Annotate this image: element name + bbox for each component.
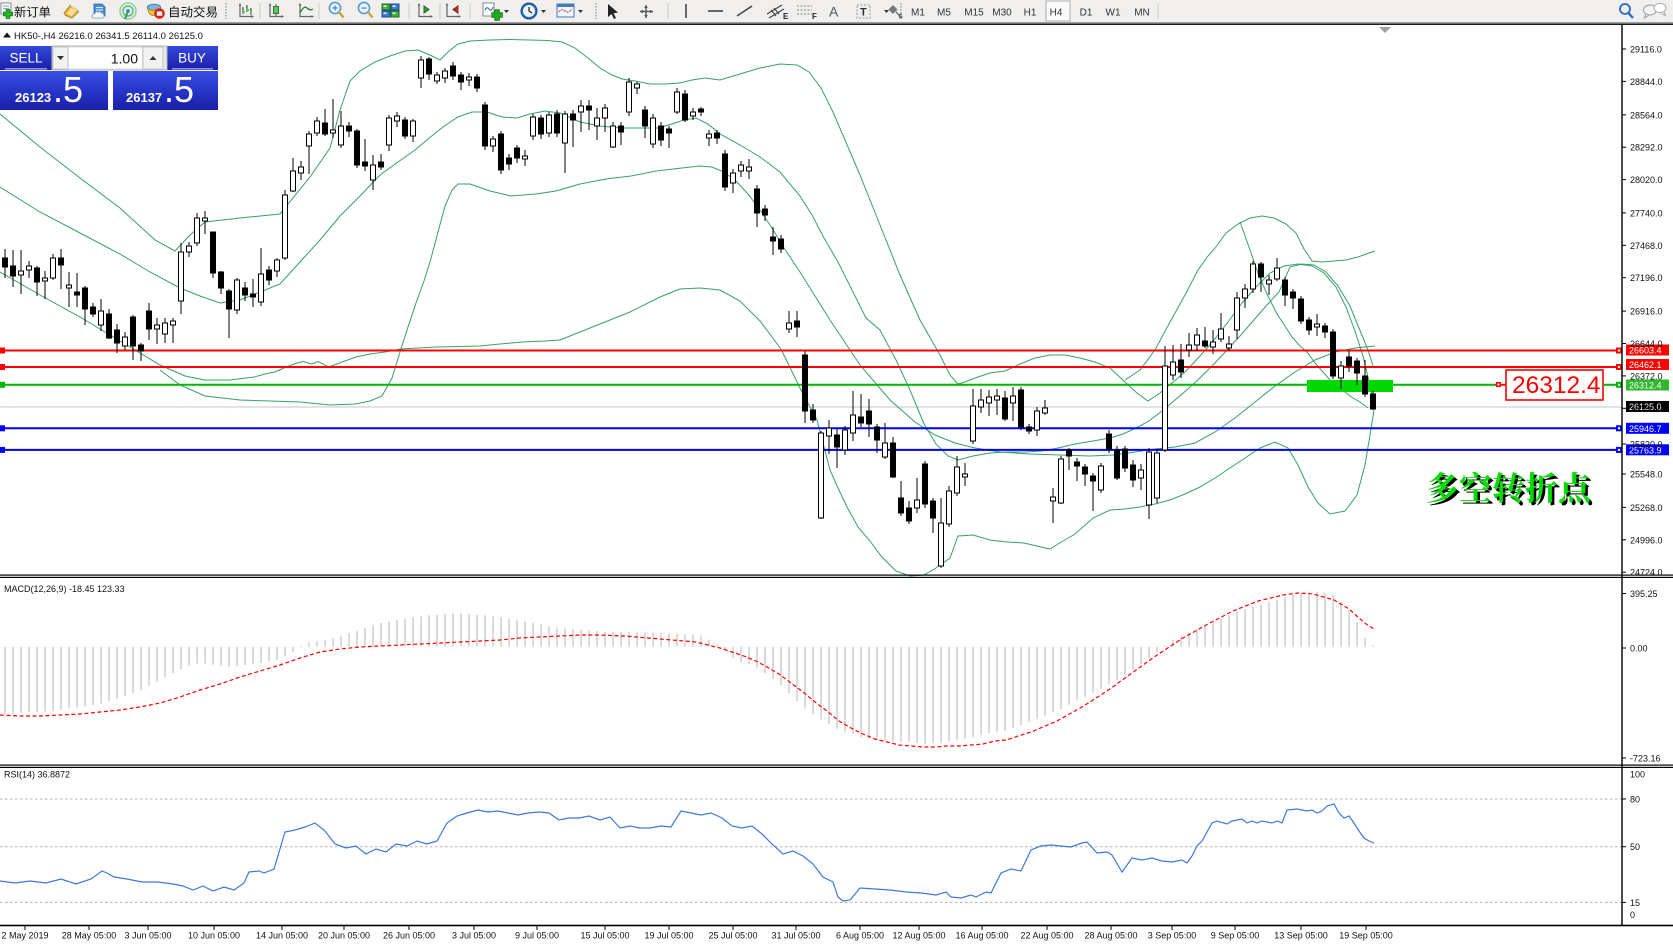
svg-text:-723.16: -723.16 [1630,754,1661,764]
svg-text:9 Jul 05:00: 9 Jul 05:00 [515,931,559,941]
svg-text:M5: M5 [937,8,951,19]
svg-text:14 Jun 05:00: 14 Jun 05:00 [256,931,308,941]
svg-text:24996.0: 24996.0 [1630,535,1663,545]
svg-text:28844.0: 28844.0 [1630,77,1663,87]
svg-text:100: 100 [1630,770,1645,780]
svg-text:6 Aug 05:00: 6 Aug 05:00 [836,931,884,941]
svg-text:M15: M15 [964,8,984,19]
svg-text:.5: .5 [164,69,194,110]
svg-text:26603.4: 26603.4 [1629,346,1662,356]
svg-text:W1: W1 [1106,8,1121,19]
svg-text:MACD(12,26,9) -18.45 123.33: MACD(12,26,9) -18.45 123.33 [4,584,125,594]
svg-text:25268.0: 25268.0 [1630,503,1663,513]
svg-text:1.00: 1.00 [111,51,138,67]
svg-text:M30: M30 [992,8,1012,19]
svg-text:25 Jul 05:00: 25 Jul 05:00 [708,931,757,941]
svg-text:M1: M1 [911,8,925,19]
svg-text:F: F [812,12,817,21]
svg-text:RSI(14) 36.8872: RSI(14) 36.8872 [4,770,70,780]
svg-text:26372.0: 26372.0 [1630,371,1663,381]
svg-text:25548.0: 25548.0 [1630,470,1663,480]
svg-text:26312.4: 26312.4 [1512,372,1601,399]
svg-text:28 May 05:00: 28 May 05:00 [62,931,117,941]
svg-text:H1: H1 [1024,8,1037,19]
svg-text:MN: MN [1134,8,1150,19]
svg-text:25763.9: 25763.9 [1629,445,1662,455]
svg-text:19 Sep 05:00: 19 Sep 05:00 [1339,931,1393,941]
svg-text:E: E [783,12,789,21]
svg-text:26916.0: 26916.0 [1630,307,1663,317]
svg-text:31 Jul 05:00: 31 Jul 05:00 [771,931,820,941]
svg-text:2 May 2019: 2 May 2019 [1,931,48,941]
svg-text:26462.1: 26462.1 [1629,360,1662,370]
svg-text:26312.4: 26312.4 [1629,381,1662,391]
svg-text:D1: D1 [1080,8,1093,19]
svg-text:28 Aug 05:00: 28 Aug 05:00 [1084,931,1137,941]
svg-text:0.00: 0.00 [1630,644,1648,654]
svg-text:19 Jul 05:00: 19 Jul 05:00 [644,931,693,941]
svg-text:HK50-,H4 26216.0 26341.5 2611: HK50-,H4 26216.0 26341.5 26114.0 26125.0 [14,31,203,42]
svg-text:26125.0: 26125.0 [1629,402,1662,412]
svg-text:25946.7: 25946.7 [1629,424,1662,434]
svg-text:3 Jun 05:00: 3 Jun 05:00 [124,931,171,941]
svg-text:26100.0: 26100.0 [1630,404,1663,414]
svg-text:50: 50 [1630,842,1640,852]
svg-text:A: A [829,4,839,20]
svg-text:3 Jul 05:00: 3 Jul 05:00 [452,931,496,941]
svg-text:29116.0: 29116.0 [1630,45,1662,55]
svg-text:.5: .5 [53,69,83,110]
svg-text:20 Jun 05:00: 20 Jun 05:00 [318,931,370,941]
svg-text:26137: 26137 [126,90,162,105]
svg-text:28564.0: 28564.0 [1630,110,1663,120]
svg-text:26 Jun 05:00: 26 Jun 05:00 [383,931,435,941]
svg-text:27196.0: 27196.0 [1630,273,1663,283]
svg-text:13 Sep 05:00: 13 Sep 05:00 [1274,931,1328,941]
svg-text:0: 0 [1630,910,1635,920]
svg-text:27468.0: 27468.0 [1630,241,1663,251]
svg-text:H4: H4 [1050,8,1063,19]
svg-text:SELL: SELL [9,51,43,66]
svg-text:BUY: BUY [178,51,206,66]
svg-text:15: 15 [1630,898,1640,908]
svg-text:10 Jun 05:00: 10 Jun 05:00 [188,931,240,941]
svg-text:22 Aug 05:00: 22 Aug 05:00 [1020,931,1073,941]
svg-text:80: 80 [1630,795,1640,805]
svg-text:3 Sep 05:00: 3 Sep 05:00 [1148,931,1197,941]
svg-text:25820.0: 25820.0 [1630,440,1663,450]
svg-text:12 Aug 05:00: 12 Aug 05:00 [892,931,945,941]
svg-text:+: + [332,4,338,15]
svg-text:26644.0: 26644.0 [1630,339,1663,349]
svg-text:26123: 26123 [15,90,51,105]
svg-text:T: T [860,7,867,19]
svg-text:27740.0: 27740.0 [1630,208,1663,218]
svg-text:9 Sep 05:00: 9 Sep 05:00 [1211,931,1260,941]
svg-text:24724.0: 24724.0 [1630,568,1663,578]
svg-text:28292.0: 28292.0 [1630,143,1663,153]
svg-text:15 Jul 05:00: 15 Jul 05:00 [580,931,629,941]
svg-text:395.25: 395.25 [1630,589,1658,599]
svg-text:−: − [361,4,367,15]
svg-text:16 Aug 05:00: 16 Aug 05:00 [955,931,1008,941]
svg-text:28020.0: 28020.0 [1630,175,1663,185]
